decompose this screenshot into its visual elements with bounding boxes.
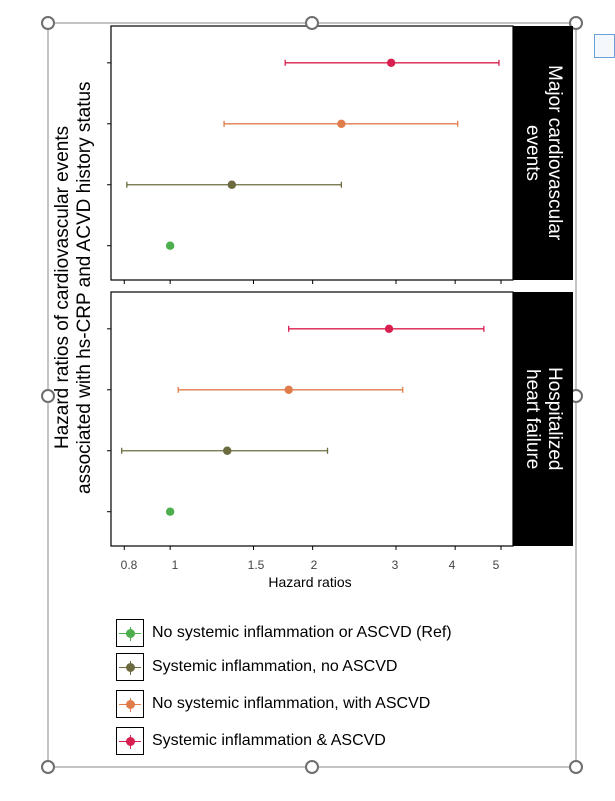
hazard-ratio-point xyxy=(165,241,175,250)
legend-key-inflammation-ascvd xyxy=(116,727,144,755)
panel-label-hospitalized-heart-failure: Hospitalized heart failure xyxy=(513,292,573,546)
resize-handle-top-left[interactable] xyxy=(41,16,55,30)
panel-2-label-line-2: heart failure xyxy=(522,368,543,470)
y-axis-title-line-1: Hazard ratios of cardiovascular events xyxy=(52,125,73,450)
legend-item: Systemic inflammation & ASCVD xyxy=(116,726,386,756)
legend-label: No systemic inflammation or ASCVD (Ref) xyxy=(152,624,452,641)
x-tick-label: 0.8 xyxy=(120,558,138,572)
x-tick-label: 5 xyxy=(492,558,500,572)
panel-1-label-line-2: events xyxy=(522,125,543,181)
y-axis-title-line-2: associated with hs-CRP and ACVD history … xyxy=(74,81,95,494)
legend-label: Systemic inflammation & ASCVD xyxy=(152,732,386,749)
x-tick-label: 2 xyxy=(310,558,318,572)
hazard-ratio-point xyxy=(165,507,175,516)
panel-2-label-line-1: Hospitalized xyxy=(544,367,565,471)
x-tick-label: 4 xyxy=(448,558,456,572)
hazard-ratio-point xyxy=(337,119,346,128)
hazard-ratio-point xyxy=(227,180,237,189)
resize-handle-top-center[interactable] xyxy=(305,16,319,30)
panel-frame xyxy=(110,291,514,547)
legend-label: Systemic inflammation, no ASCVD xyxy=(152,658,398,675)
hazard-ratio-point xyxy=(284,385,293,394)
legend-item: Systemic inflammation, no ASCVD xyxy=(116,652,397,682)
legend-key-no-inflammation-ascvd xyxy=(116,690,144,718)
legend-item: No systemic inflammation or ASCVD (Ref) xyxy=(116,618,452,648)
x-tick-label: 1 xyxy=(171,558,179,572)
x-tick-label: 3 xyxy=(391,558,399,572)
resize-handle-bottom-left[interactable] xyxy=(41,760,55,774)
legend-item: No systemic inflammation, with ASCVD xyxy=(116,689,430,719)
resize-handle-bottom-center[interactable] xyxy=(305,760,319,774)
panel-label-major-cardiovascular-events: Major cardiovascular events xyxy=(513,26,573,280)
legend-key-inflammation-no-ascvd xyxy=(116,653,144,681)
legend-label: No systemic inflammation, with ASCVD xyxy=(152,695,431,712)
panel-1-label-line-1: Major cardiovascular xyxy=(544,65,565,241)
x-tick-label: 1.5 xyxy=(247,558,265,572)
legend-key-ref xyxy=(116,619,144,647)
hazard-ratio-point xyxy=(384,324,394,334)
layout-options-icon[interactable] xyxy=(594,34,615,58)
resize-handle-bottom-right[interactable] xyxy=(569,760,583,774)
y-axis-title: Hazard ratios of cardiovascular events a… xyxy=(52,30,96,545)
resize-handle-middle-left[interactable] xyxy=(41,389,55,403)
x-axis-title: Hazard ratios xyxy=(268,574,352,590)
hazard-ratio-point xyxy=(223,446,232,455)
hazard-ratio-point xyxy=(386,58,396,68)
